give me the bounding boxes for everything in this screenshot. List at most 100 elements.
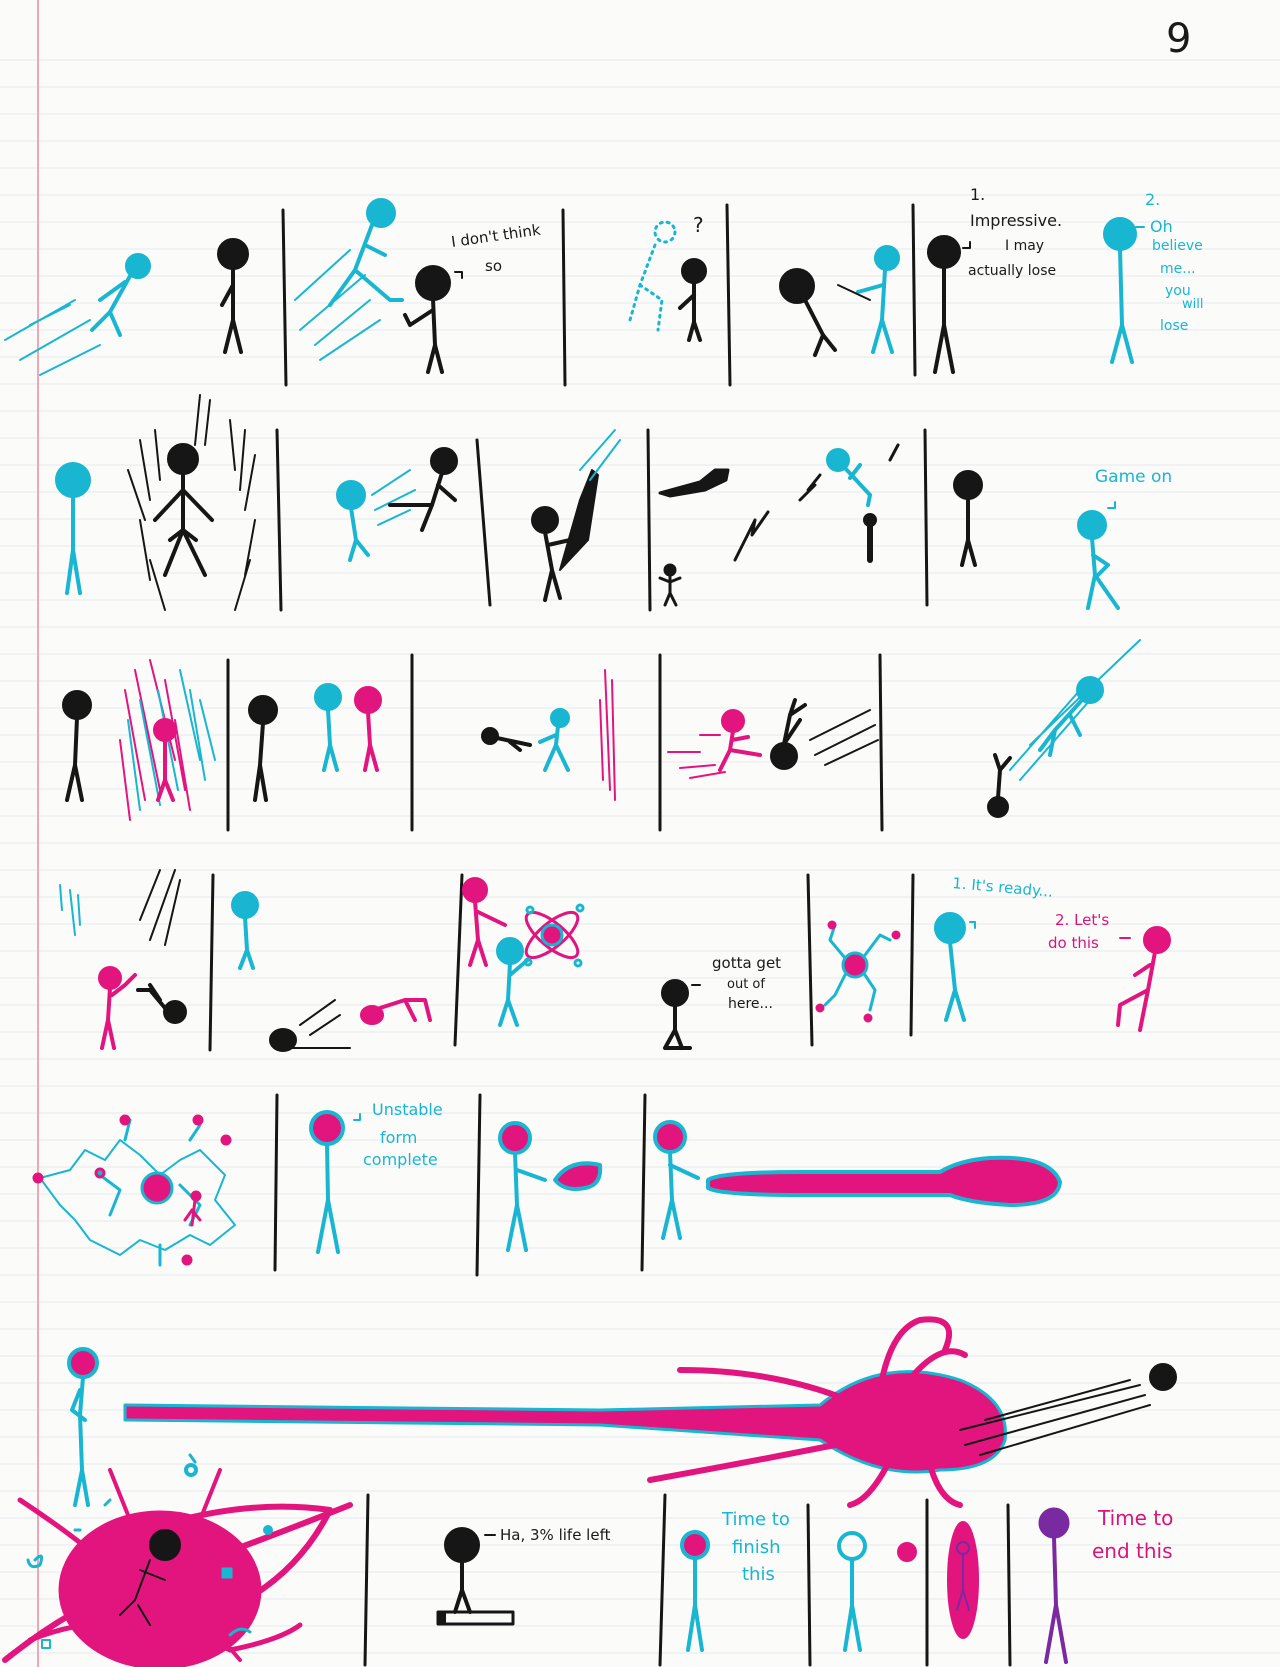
speech-text: Time to [1097, 1506, 1173, 1530]
speech-text: actually lose [968, 263, 1056, 279]
fusion-capsule [947, 1521, 979, 1639]
health-bar-fill [438, 1612, 446, 1624]
speech-text: here... [728, 996, 773, 1012]
motion-line [809, 709, 879, 766]
shadow-blade [559, 469, 599, 571]
speech-text: so [485, 257, 502, 275]
pink-streaks [599, 669, 616, 801]
motion-line [579, 429, 621, 481]
panel-divider [475, 438, 492, 607]
speech-text: I may [1005, 238, 1044, 254]
black-stick-figure-falling [779, 268, 837, 357]
pink-speed-lines [667, 734, 726, 779]
cyan-stick-figure [1103, 217, 1137, 364]
speech-text: will [1182, 297, 1203, 312]
panel-divider [909, 873, 915, 1037]
black-head [1149, 1363, 1177, 1391]
panel-divider [658, 1493, 667, 1667]
black-stick-figure-knocked [481, 727, 532, 752]
pink-stick-figure-tumbling [360, 998, 432, 1025]
speech-text: you [1165, 283, 1191, 299]
speech-text: 2. Let's [1055, 911, 1109, 929]
explosion [2, 1453, 353, 1667]
cyan-stick-figure [231, 891, 259, 970]
panel-divider [475, 1093, 482, 1277]
cyan-stick-figure [496, 937, 532, 1027]
speech-text: Unstable [372, 1100, 443, 1119]
black-stick-figure [248, 695, 278, 802]
black-stick-figure-thrown [136, 983, 187, 1024]
speech-text: me... [1160, 261, 1196, 277]
panel-divider [281, 208, 288, 387]
lightning-bolts [733, 443, 900, 562]
motion-line [139, 869, 181, 946]
row-4: gotta get out of here... 1. It's ready..… [59, 869, 1171, 1052]
power-up-aura [127, 394, 256, 611]
speech-text: finish [732, 1537, 781, 1558]
speech-text: believe [1152, 238, 1203, 254]
cyan-stick-figure [856, 245, 900, 354]
black-stick-figure [62, 690, 92, 802]
speech-text: complete [363, 1150, 438, 1169]
unstable-form-figure [67, 1347, 99, 1507]
cyan-stick-figure [314, 683, 342, 772]
speech-text: Time to [721, 1509, 790, 1530]
cyan-stick-figure [538, 708, 570, 772]
motion-line [837, 284, 871, 301]
row-5: Unstable form complete [32, 1093, 1062, 1277]
speech-number: 1. [970, 185, 985, 204]
shadow-arm [658, 468, 730, 498]
ruled-lines [0, 59, 1280, 1654]
panel-divider [725, 203, 732, 387]
motion-line [959, 1379, 1151, 1456]
panel-divider [363, 1493, 370, 1667]
unstable-form-figure [309, 1110, 345, 1254]
black-stick-figure [217, 238, 249, 354]
speech-text: end this [1092, 1539, 1173, 1563]
black-stick-figure-down [269, 999, 351, 1052]
pink-stick-figure [1116, 926, 1171, 1032]
mega-beam [123, 1370, 1007, 1474]
row-6 [67, 1316, 1177, 1508]
cyan-stick-figure [328, 198, 404, 307]
health-bar-3-percent [436, 1610, 515, 1626]
pink-stick-figure [98, 966, 137, 1050]
page-number: 9 [1166, 16, 1191, 62]
black-stick-figure-kneeling [661, 979, 692, 1050]
motion-line [371, 469, 416, 526]
speech-text: I don't think [450, 221, 542, 251]
speech-number: 2. [1145, 190, 1160, 209]
circuit-figure [815, 920, 901, 1023]
panel-divider [806, 873, 814, 1047]
black-stick-figure-hit [770, 698, 807, 770]
panel-divider [640, 1093, 647, 1272]
energy-orb [523, 903, 585, 968]
cyan-stick-figure [90, 253, 151, 337]
speech-text: Impressive. [970, 211, 1062, 230]
speech-text: Oh [1150, 217, 1173, 236]
comic-strip: I don't think so ? [2, 185, 1203, 1667]
panel-divider [806, 1503, 812, 1667]
cyan-stick-figure [826, 448, 872, 507]
dotted-cyan-afterimage [628, 220, 677, 332]
beam-tendrils [647, 1316, 968, 1508]
motion-line [59, 884, 81, 936]
black-stick-figure [403, 265, 451, 374]
black-stick-figure [678, 258, 707, 342]
speech-text: this [742, 1564, 775, 1585]
speed-lines [294, 249, 381, 361]
speech-text: gotta get [712, 954, 781, 972]
cyan-stick-figure [1077, 510, 1120, 610]
unstable-form-figure [680, 1530, 710, 1652]
pink-stick-figure [462, 877, 507, 967]
black-stick-figure [531, 506, 572, 602]
black-stick-figure [444, 1527, 480, 1614]
panel-divider [208, 873, 215, 1052]
speech-text: Game on [1095, 467, 1172, 487]
panel-divider [646, 428, 652, 612]
cyan-stick-figure [55, 462, 91, 595]
small-black-stick-figure [658, 563, 682, 607]
black-stick-figure [953, 470, 983, 567]
black-stick-figure-powering-up [153, 443, 214, 577]
